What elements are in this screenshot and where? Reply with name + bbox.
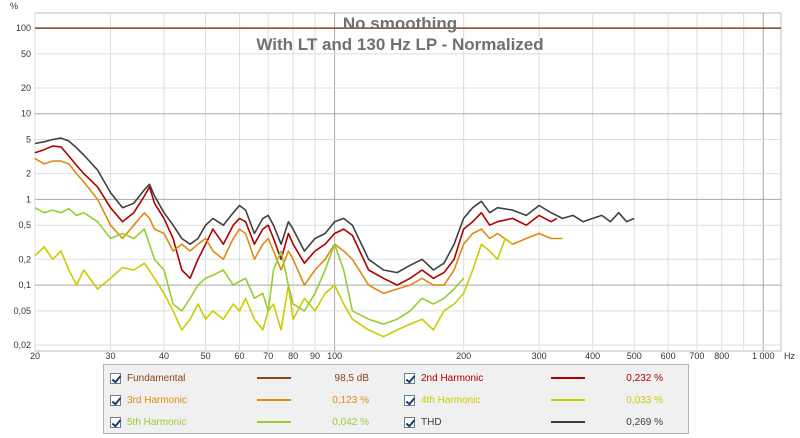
- legend-item-5th-harmonic[interactable]: 5th Harmonic 0,042 %: [110, 412, 369, 432]
- y-tick-label: 0,2: [18, 254, 31, 264]
- y-tick-label: 5: [26, 135, 31, 145]
- 2nd-harmonic-checkbox[interactable]: [404, 372, 415, 384]
- y-unit-label: %: [10, 1, 18, 11]
- legend-value: 0,033 %: [626, 394, 663, 406]
- legend-swatch: [257, 399, 291, 401]
- legend-swatch: [257, 421, 291, 423]
- legend-label: 4th Harmonic: [421, 394, 481, 406]
- legend-label: Fundamental: [127, 372, 186, 384]
- x-tick-label: 90: [310, 351, 320, 361]
- legend-value: 98,5 dB: [334, 372, 369, 384]
- legend-value: 0,269 %: [626, 416, 663, 428]
- legend-item-4th-harmonic[interactable]: 4th Harmonic 0,033 %: [404, 390, 663, 410]
- y-tick-label: 50: [21, 49, 31, 59]
- y-tick-label: 0,02: [13, 340, 31, 350]
- y-tick-label: 100: [16, 23, 31, 33]
- x-tick-label: 70: [263, 351, 273, 361]
- legend-value: 0,232 %: [626, 372, 663, 384]
- series-3rd-harmonic: [34, 157, 563, 295]
- series-2nd-harmonic: [34, 145, 558, 286]
- legend-value: 0,042 %: [332, 416, 369, 428]
- series-4th-harmonic: [34, 237, 513, 338]
- legend-swatch: [551, 377, 585, 379]
- legend-label: 5th Harmonic: [127, 416, 187, 428]
- x-tick-label: 400: [585, 351, 600, 361]
- x-tick-label: 600: [661, 351, 676, 361]
- series-5th-harmonic: [34, 206, 465, 325]
- x-tick-label: 60: [235, 351, 245, 361]
- legend-value: 0,123 %: [332, 394, 369, 406]
- x-tick-label: 1 000: [752, 351, 775, 361]
- x-tick-label: 80: [288, 351, 298, 361]
- y-tick-label: 0,1: [18, 280, 31, 290]
- y-tick-label: 1: [26, 194, 31, 204]
- x-tick-label: 700: [689, 351, 704, 361]
- legend-label: 3rd Harmonic: [127, 394, 188, 406]
- x-tick-label: 800: [714, 351, 729, 361]
- chart-subtitle: With LT and 130 Hz LP - Normalized: [256, 35, 543, 54]
- y-tick-label: 0,05: [13, 306, 31, 316]
- x-tick-label: 20: [30, 351, 40, 361]
- fundamental-checkbox[interactable]: [110, 372, 121, 384]
- plot-background: [34, 12, 782, 352]
- legend-label: 2nd Harmonic: [421, 372, 484, 384]
- legend: Fundamental 98,5 dB 2nd Harmonic 0,232 %…: [103, 364, 689, 434]
- legend-swatch: [551, 421, 585, 423]
- 3rd-harmonic-checkbox[interactable]: [110, 394, 121, 406]
- legend-item-fundamental[interactable]: Fundamental 98,5 dB: [110, 368, 369, 388]
- x-tick-label: 50: [201, 351, 211, 361]
- y-tick-label: 2: [26, 169, 31, 179]
- legend-swatch: [551, 399, 585, 401]
- chart-title: No smoothing: [343, 14, 457, 33]
- legend-item-2nd-harmonic[interactable]: 2nd Harmonic 0,232 %: [404, 368, 663, 388]
- legend-item-thd[interactable]: THD 0,269 %: [404, 412, 663, 432]
- x-tick-label: 30: [105, 351, 115, 361]
- y-tick-label: 10: [21, 109, 31, 119]
- legend-label: THD: [421, 416, 442, 428]
- x-tick-label: 100: [327, 351, 342, 361]
- x-unit-label: Hz: [784, 351, 795, 361]
- x-tick-label: 40: [159, 351, 169, 361]
- tick-labels: 20 30 40 50 60 70 80 90 100 200 300 400 500 600 700 800…: [13, 23, 774, 361]
- x-tick-label: 500: [627, 351, 642, 361]
- legend-item-3rd-harmonic[interactable]: 3rd Harmonic 0,123 %: [110, 390, 369, 410]
- series-lines: [34, 27, 781, 338]
- 5th-harmonic-checkbox[interactable]: [110, 416, 121, 428]
- x-tick-label: 200: [456, 351, 471, 361]
- x-tick-label: 300: [532, 351, 547, 361]
- y-tick-label: 20: [21, 83, 31, 93]
- thd-checkbox[interactable]: [404, 416, 415, 428]
- series-thd: [34, 137, 635, 274]
- legend-swatch: [257, 377, 291, 379]
- 4th-harmonic-checkbox[interactable]: [404, 394, 415, 406]
- y-tick-label: 0,5: [18, 220, 31, 230]
